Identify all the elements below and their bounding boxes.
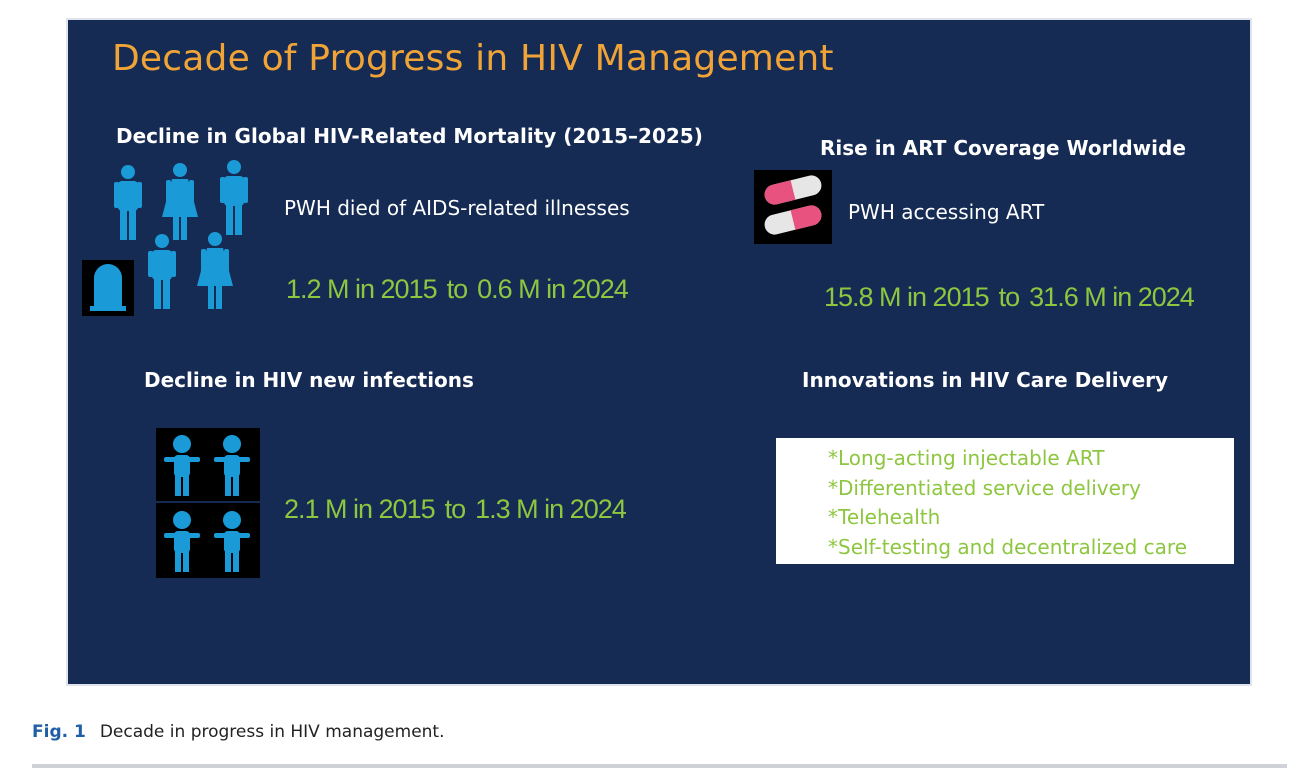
people-group-icon [82, 160, 248, 316]
person-male-icon [114, 165, 142, 240]
mortality-stat: 1.2 M in 2015 to 0.6 M in 2024 [286, 274, 629, 305]
pill-capsule-icon [754, 170, 832, 244]
figure-caption: Fig. 1 Decade in progress in HIV manageme… [32, 722, 445, 742]
infections-to: 1.3 M in 2024 [475, 494, 627, 524]
tombstone-icon [82, 260, 134, 316]
art-connector: to [998, 282, 1021, 312]
innovations-heading: Innovations in HIV Care Delivery [802, 368, 1169, 392]
art-from: 15.8 M in 2015 [824, 282, 990, 312]
person-male-icon [220, 160, 248, 235]
mortality-to: 0.6 M in 2024 [477, 274, 629, 304]
mortality-subtext: PWH died of AIDS-related illnesses [284, 196, 630, 220]
children-group-icon [156, 428, 260, 578]
mortality-connector: to [446, 274, 469, 304]
child-icon [214, 511, 250, 572]
infographic-title: Decade of Progress in HIV Management [112, 38, 834, 79]
figure-label: Fig. 1 [32, 722, 86, 742]
infections-from: 2.1 M in 2015 [284, 494, 436, 524]
person-male-icon [148, 234, 176, 309]
caption-divider [32, 764, 1287, 768]
art-stat: 15.8 M in 2015 to 31.6 M in 2024 [824, 282, 1195, 313]
innovation-item: *Telehealth [828, 505, 941, 529]
innovation-item: *Self-testing and decentralized care [828, 534, 1188, 559]
art-to: 31.6 M in 2024 [1029, 282, 1195, 312]
mortality-heading: Decline in Global HIV-Related Mortality … [116, 124, 703, 148]
child-icon [164, 511, 200, 572]
mortality-from: 1.2 M in 2015 [286, 274, 438, 304]
infections-connector: to [444, 494, 467, 524]
child-icon [164, 435, 200, 496]
infographic-panel: Decade of Progress in HIV Management Dec… [66, 18, 1252, 686]
figure-caption-text: Decade in progress in HIV management. [99, 722, 445, 742]
art-subtext: PWH accessing ART [848, 200, 1045, 224]
person-female-icon [197, 232, 233, 309]
innovation-item: *Long-acting injectable ART [828, 446, 1105, 470]
infections-stat: 2.1 M in 2015 to 1.3 M in 2024 [284, 494, 627, 525]
innovation-item: *Differentiated service delivery [828, 475, 1141, 500]
art-heading: Rise in ART Coverage Worldwide [820, 136, 1186, 160]
person-female-icon [162, 163, 198, 240]
innovations-list: *Long-acting injectable ART *Differentia… [776, 438, 1234, 564]
child-icon [214, 435, 250, 496]
infections-heading: Decline in HIV new infections [144, 368, 474, 392]
